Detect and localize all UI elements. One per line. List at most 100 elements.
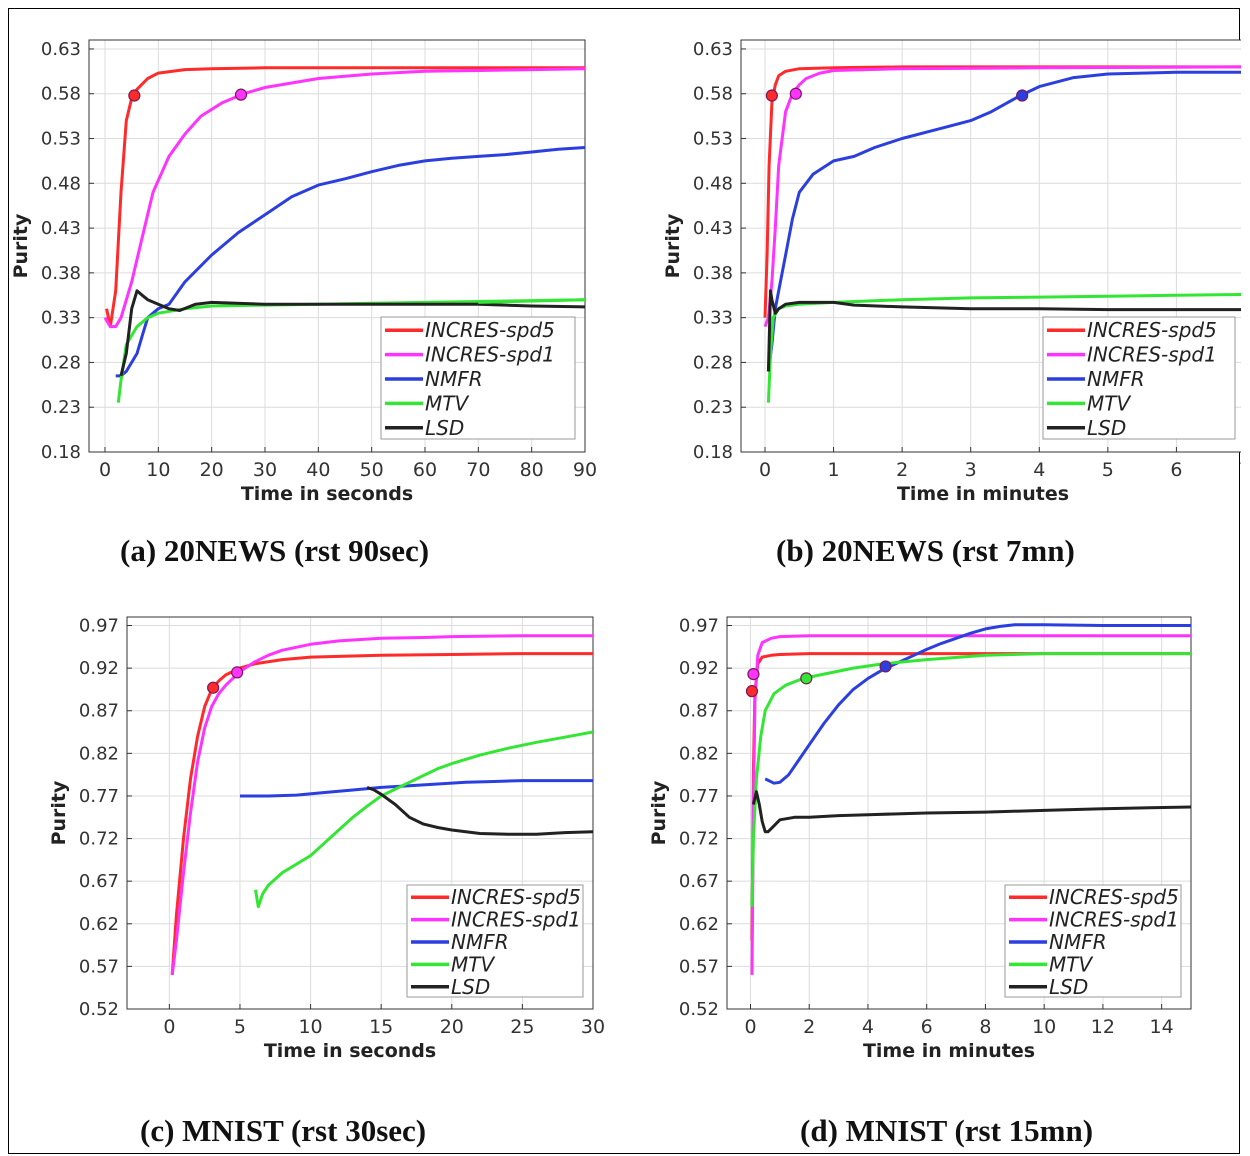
marker-marker-red — [765, 89, 778, 102]
legend-label-nmfr: NMFR — [1087, 367, 1145, 391]
x-tick-label: 6 — [921, 1016, 933, 1038]
y-tick-label: 0.72 — [679, 829, 719, 850]
x-tick-label: 12 — [1091, 1016, 1115, 1038]
chart-a-20news-90sec: 0 10 20 30 40 50 60 70 80 90 0.18 0.23 0.28 0.33 0.38 0… — [10, 39, 597, 505]
y-tick-label: 0.67 — [79, 871, 119, 892]
x-tick-label: 10 — [298, 1016, 322, 1038]
series-line-nmfr — [240, 779, 593, 798]
y-tick-label: 0.28 — [41, 352, 81, 373]
x-tick-label: 2 — [896, 459, 908, 481]
y-tick-label: 0.23 — [41, 397, 81, 418]
series-line-mtv — [254, 730, 593, 909]
series-line-nmfr — [764, 623, 1191, 785]
series-line-nmfr — [115, 146, 585, 378]
series-lines — [750, 623, 1191, 975]
series-line-lsd — [366, 785, 593, 836]
axes-box — [726, 616, 1192, 1010]
y-tick-label: 0.62 — [679, 914, 719, 935]
caption-b: (b) 20NEWS (rst 7mn) — [776, 533, 1075, 568]
x-tick-label: 80 — [520, 459, 544, 481]
series-line-lsd — [119, 289, 585, 377]
y-tick-label: 0.18 — [693, 442, 733, 463]
series-line-lsd — [766, 289, 1241, 372]
y-tick-label: 0.53 — [693, 129, 733, 150]
series-line-lsd — [751, 790, 1191, 834]
marker-incres-spd5 — [128, 89, 141, 102]
series-line-nmfr — [766, 70, 1241, 372]
x-tick-label: 40 — [306, 459, 330, 481]
series-line-incres-spd5 — [170, 652, 593, 976]
x-tick-label: 0 — [163, 1016, 175, 1038]
x-tick-label: 25 — [510, 1016, 534, 1038]
x-tick-label: 8 — [979, 1016, 991, 1038]
x-tick-label: 20 — [200, 459, 224, 481]
x-tick-label: 4 — [862, 1016, 874, 1038]
marker-marker-pink — [747, 667, 760, 681]
y-tick-label: 0.58 — [693, 84, 733, 105]
x-axis-label: Time in minutes — [863, 1040, 1035, 1062]
y-tick-label: 0.33 — [41, 308, 81, 329]
series-line-incres-spd1 — [103, 67, 585, 329]
y-tick-label: 0.87 — [79, 701, 119, 722]
legend-label-mtv: MTV — [1087, 391, 1131, 415]
y-tick-label: 0.43 — [41, 218, 81, 239]
y-tick-label: 0.57 — [679, 956, 719, 977]
y-axis-label: Purity — [649, 780, 670, 845]
y-tick-label: 0.23 — [693, 397, 733, 418]
chart-c-mnist-30sec: 0 5 10 15 20 25 30 0.52 0.57 0.62 0.67 0.72 0.77 0.82… — [49, 616, 605, 1062]
x-tick-label: 50 — [360, 459, 384, 481]
y-tick-label: 0.52 — [679, 999, 719, 1020]
y-tick-label: 0.18 — [41, 442, 81, 463]
legend-label-mtv: MTV — [425, 391, 469, 415]
y-axis-label: Purity — [49, 780, 70, 845]
series-lines — [170, 634, 593, 976]
series-line-incres-spd5 — [763, 65, 1241, 318]
y-tick-label: 0.52 — [79, 999, 119, 1020]
x-tick-label: 0 — [744, 1016, 756, 1038]
y-tick-label: 0.92 — [79, 658, 119, 679]
legend-label-incres-spd1: INCRES-spd1 — [1049, 908, 1179, 932]
y-tick-label: 0.97 — [79, 616, 119, 637]
legend-label-incres-spd5: INCRES-spd5 — [425, 318, 555, 342]
legend-label-nmfr: NMFR — [425, 367, 483, 391]
x-tick-label: 0 — [99, 459, 111, 481]
marker-mtv — [800, 672, 813, 685]
y-tick-label: 0.38 — [41, 263, 81, 284]
y-tick-label: 0.87 — [679, 701, 719, 722]
caption-a: (a) 20NEWS (rst 90sec) — [120, 533, 430, 568]
x-tick-label: 30 — [581, 1016, 605, 1038]
x-tick-label: 5 — [1102, 459, 1114, 481]
series-line-mtv-tail — [478, 298, 585, 304]
series-line-incres-spd1 — [750, 634, 1191, 975]
legend-label-incres-spd5: INCRES-spd5 — [1049, 885, 1179, 909]
x-tick-label: 15 — [369, 1016, 393, 1038]
series-line-incres-spd1 — [170, 634, 593, 976]
x-tick-label: 90 — [573, 459, 597, 481]
x-tick-label: 4 — [1033, 459, 1045, 481]
y-tick-label: 0.67 — [679, 871, 719, 892]
legend-label-lsd: LSD — [1087, 416, 1126, 440]
chart-b-20news-7mn: 0 1 2 3 4 5 6 7 0.18 0.23 0.28 0.33 0.38 0.43 0.48 0.53… — [662, 39, 1241, 505]
y-tick-label: 0.48 — [693, 173, 733, 194]
x-tick-label: 30 — [253, 459, 277, 481]
x-tick-label: 7 — [1239, 459, 1241, 481]
y-tick-label: 0.92 — [679, 658, 719, 679]
x-tick-label: 6 — [1170, 459, 1182, 481]
y-tick-label: 0.63 — [41, 39, 81, 60]
y-axis-label: Purity — [10, 213, 32, 278]
x-axis-label: Time in seconds — [241, 483, 413, 505]
y-tick-label: 0.82 — [679, 743, 719, 764]
legend-label-lsd: LSD — [451, 975, 490, 999]
y-axis-label: Purity — [662, 213, 684, 278]
marker-marker-pink — [789, 87, 802, 100]
marker-marker-red — [745, 685, 759, 698]
x-tick-label: 10 — [1032, 1016, 1056, 1038]
y-tick-label: 0.72 — [79, 829, 119, 850]
y-tick-label: 0.57 — [79, 956, 119, 977]
y-tick-label: 0.38 — [693, 263, 733, 284]
legend-label-incres-spd1: INCRES-spd1 — [451, 908, 581, 932]
x-tick-label: 14 — [1150, 1016, 1174, 1038]
y-tick-label: 0.77 — [679, 786, 719, 807]
